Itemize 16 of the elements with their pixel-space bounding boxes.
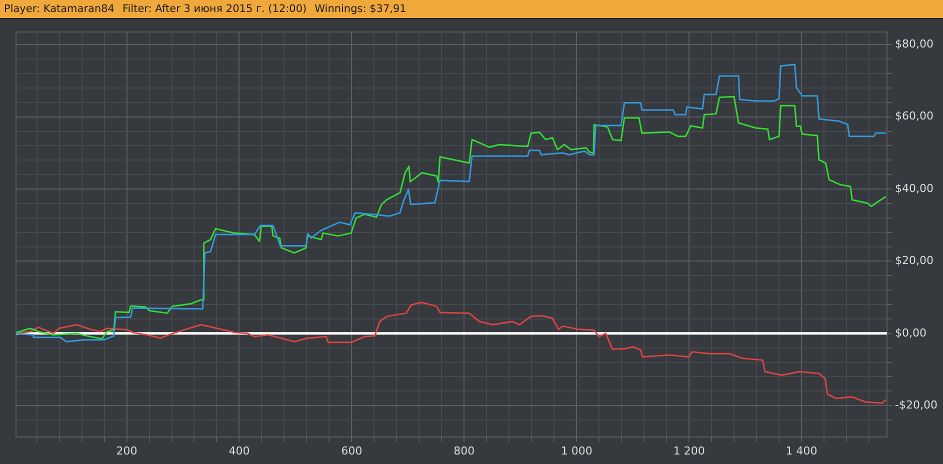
x-tick-label: 1 000 (560, 444, 592, 458)
y-tick-label: $20,00 (895, 254, 934, 268)
text: Winnings: $37,91 (314, 3, 406, 15)
x-tick-label: 600 (341, 444, 362, 458)
x-tick-label: 1 400 (786, 444, 818, 458)
y-tick-label: $80,00 (895, 37, 934, 50)
x-tick-label: 800 (454, 444, 475, 458)
chart-title: Player: Katamaran84 (4, 3, 114, 15)
y-tick-label: $0,00 (895, 326, 926, 340)
y-tick-label: -$20,00 (895, 398, 938, 412)
chart-subtitle: Filter: After 3 июня 2015 г. (12:00) (122, 3, 307, 15)
x-tick-label: 400 (228, 444, 250, 458)
y-tick-label: $60,00 (895, 110, 934, 123)
x-tick-label: 1 200 (673, 444, 705, 458)
x-tick-label: 200 (116, 444, 138, 458)
y-tick-label: $40,00 (895, 182, 934, 195)
